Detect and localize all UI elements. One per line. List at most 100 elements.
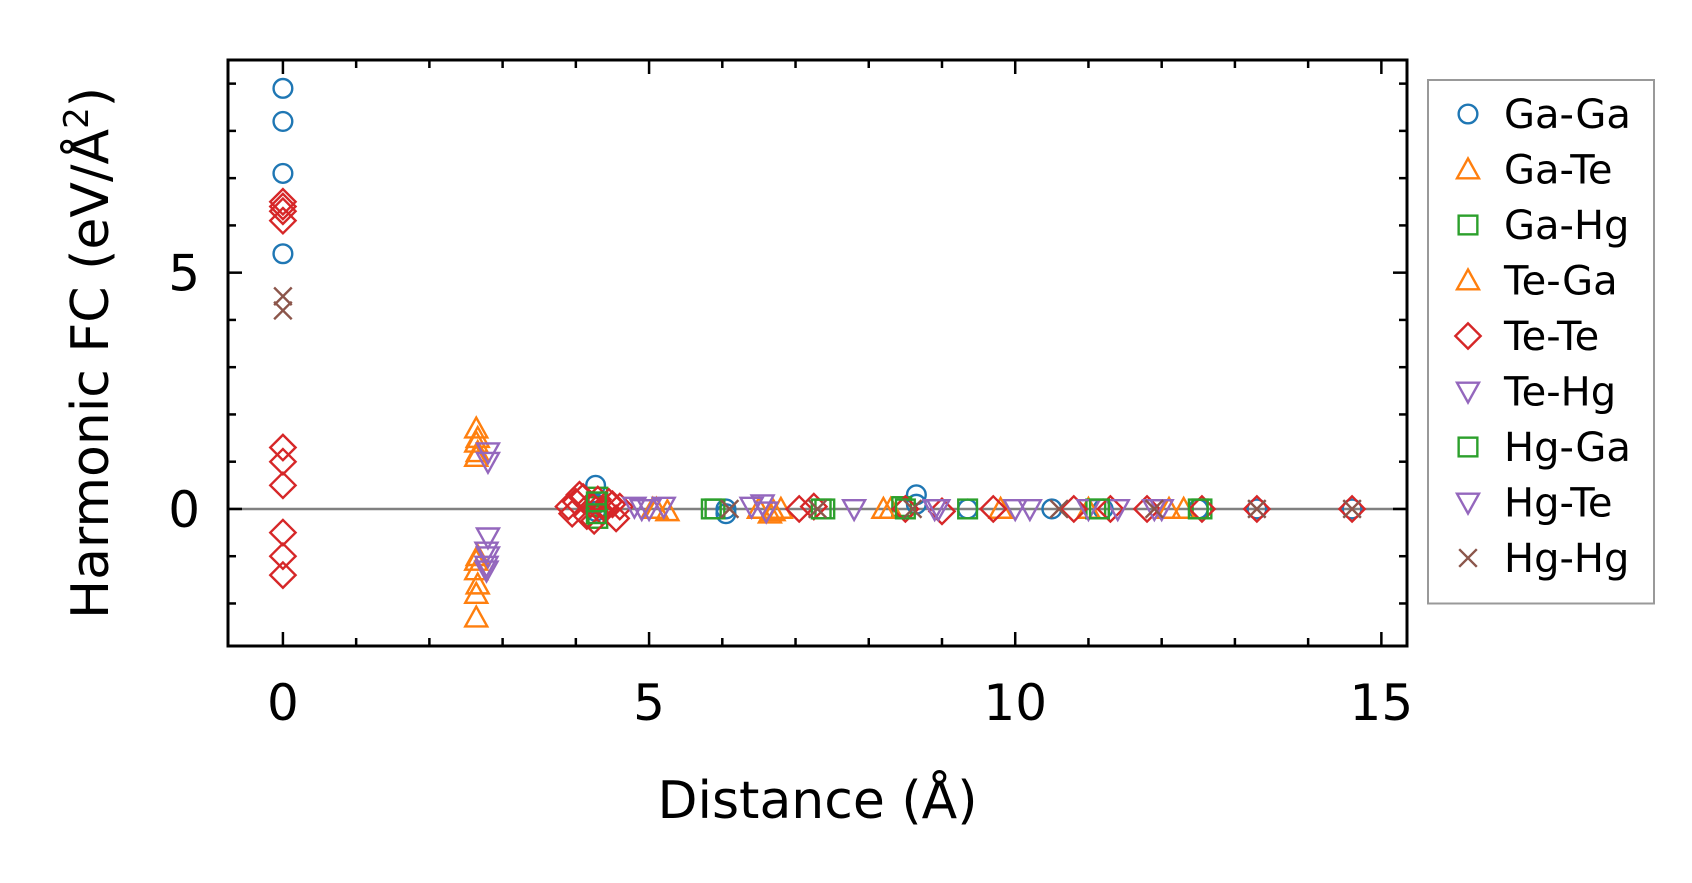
data-point (1341, 498, 1363, 520)
data-point (925, 498, 952, 523)
data-point (272, 77, 294, 99)
data-point (1049, 499, 1069, 519)
y-axis-title-base: Harmonic FC (eV/Å (59, 128, 121, 619)
legend-label: Ga-Ga (1504, 92, 1631, 138)
series-hg-te (473, 494, 1168, 584)
legend-entry: Hg-Hg (1458, 536, 1629, 582)
legend-label: Te-Te (1503, 314, 1599, 360)
data-point (473, 541, 500, 565)
data-point (268, 187, 298, 217)
x-axis-title: Distance (Å) (657, 769, 977, 831)
data-point (1342, 499, 1362, 519)
axes: 0 5 10 15 0 5 (168, 58, 1414, 732)
data-point (272, 243, 294, 265)
data-point (268, 560, 298, 590)
data-point (473, 555, 500, 580)
data-point (978, 494, 1008, 524)
legend-label: Ga-Hg (1504, 203, 1629, 249)
x-tick-label: 0 (267, 674, 299, 732)
legend-entry: Hg-Ga (1457, 425, 1631, 471)
data-point (268, 196, 298, 226)
data-point (1016, 498, 1043, 523)
y-axis-title: Harmonic FC (eV/Å2) (57, 87, 121, 619)
data-point (927, 496, 957, 526)
data-point (585, 491, 607, 513)
series-ga-ga (272, 77, 1363, 525)
data-point (1096, 494, 1125, 524)
legend-label: Ga-Te (1504, 148, 1613, 194)
data-point (628, 498, 655, 523)
data-point (1246, 498, 1268, 520)
data-point (1155, 495, 1183, 519)
data-point (1141, 498, 1168, 523)
legend-entry: Ga-Ga (1457, 92, 1631, 138)
y-axis-title-close: ) (61, 87, 121, 107)
legend-marker (1454, 381, 1482, 405)
data-point (807, 499, 828, 519)
data-point (1059, 494, 1089, 524)
data-point (1104, 498, 1131, 523)
x-tick-label: 10 (983, 674, 1047, 732)
data-point (268, 192, 298, 221)
data-point (464, 571, 491, 595)
data-point (1247, 499, 1267, 519)
data-point (650, 496, 677, 521)
data-point (474, 527, 502, 551)
legend-marker (1457, 103, 1479, 125)
data-point (272, 162, 294, 184)
legend-label: Hg-Te (1504, 481, 1612, 527)
x-tick-label: 5 (633, 674, 665, 732)
data-point (273, 286, 293, 306)
data-point (594, 487, 624, 517)
x-tick-label: 15 (1350, 674, 1414, 732)
legend-marker (1457, 436, 1479, 458)
legend-marker (1454, 267, 1482, 291)
legend-entry: Ga-Hg (1457, 203, 1629, 249)
legend-label: Te-Hg (1503, 370, 1616, 416)
data-point (1187, 494, 1217, 524)
data-point (870, 495, 897, 519)
data-point (745, 495, 772, 519)
data-point (810, 498, 832, 520)
legend-marker (1454, 492, 1482, 516)
data-point (585, 503, 607, 525)
data-point (749, 494, 776, 518)
data-point (1075, 498, 1102, 523)
data-point (268, 541, 298, 571)
data-point (268, 433, 298, 462)
data-point (1242, 494, 1272, 524)
legend-label: Hg-Ga (1504, 425, 1631, 471)
y-axis-title-superscript: 2 (57, 107, 97, 129)
data-point (268, 518, 298, 547)
data-point (760, 497, 787, 522)
data-point (273, 300, 293, 321)
legend-marker (1453, 321, 1483, 351)
data-point (1088, 498, 1110, 520)
legend-entry: Hg-Te (1454, 481, 1612, 527)
data-point (464, 438, 491, 463)
data-point (621, 496, 648, 521)
plot-frame (226, 58, 1409, 648)
data-point (1337, 494, 1367, 524)
data-point (957, 498, 979, 520)
data-point (268, 206, 298, 236)
data-point (841, 498, 868, 523)
legend-marker (1457, 214, 1479, 236)
data-point (272, 110, 294, 132)
legend-entry: Te-Hg (1454, 370, 1616, 416)
data-point (704, 498, 726, 520)
data-point (784, 494, 814, 524)
data-point (605, 492, 635, 521)
legend-marker (1458, 548, 1478, 568)
data-point (719, 499, 740, 519)
legend: Ga-Ga Ga-Te Ga-Hg Te-Ga Te-Te Te-Hg Hg-Ga Hg-Te… (1427, 79, 1655, 605)
series-hg-hg (273, 286, 1362, 519)
data-point (473, 560, 500, 584)
legend-entry: Te-Ga (1454, 259, 1618, 305)
data-point (474, 451, 502, 476)
data-point (1187, 498, 1209, 520)
series-te-te (268, 187, 1367, 590)
data-point (903, 499, 923, 519)
legend-entry: Te-Te (1453, 314, 1599, 360)
